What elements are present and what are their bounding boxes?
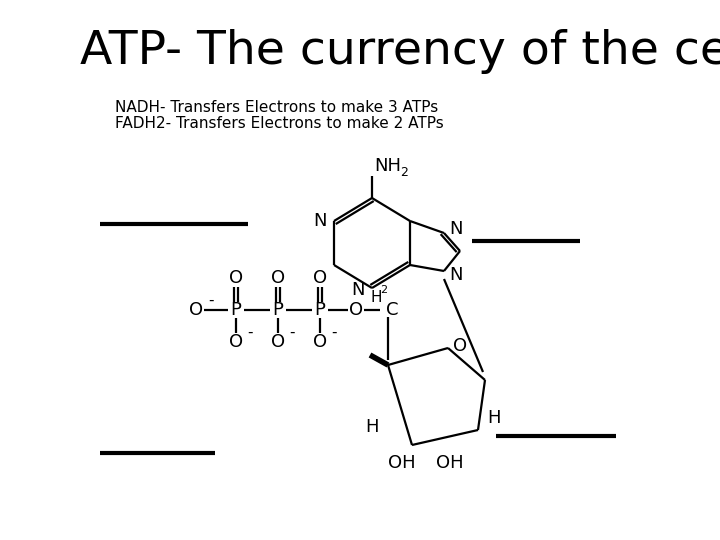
Text: O: O [313, 269, 327, 287]
Text: O: O [229, 333, 243, 351]
Text: P: P [273, 301, 284, 319]
Text: -: - [208, 293, 214, 307]
Text: FADH2- Transfers Electrons to make 2 ATPs: FADH2- Transfers Electrons to make 2 ATP… [115, 117, 444, 132]
Text: O: O [229, 269, 243, 287]
Text: OH: OH [388, 454, 416, 472]
Text: NH: NH [374, 157, 401, 175]
Text: O: O [189, 301, 203, 319]
Text: O: O [271, 333, 285, 351]
Text: O: O [313, 333, 327, 351]
Text: H: H [487, 409, 500, 427]
Text: -: - [289, 325, 294, 340]
Text: N: N [313, 212, 327, 230]
Text: P: P [315, 301, 325, 319]
Text: N: N [351, 281, 365, 299]
Text: ATP- The currency of the cell: ATP- The currency of the cell [80, 30, 720, 75]
Text: OH: OH [436, 454, 464, 472]
Text: 2: 2 [380, 285, 387, 295]
Text: NADH- Transfers Electrons to make 3 ATPs: NADH- Transfers Electrons to make 3 ATPs [115, 100, 438, 116]
Text: N: N [449, 266, 463, 284]
Text: P: P [230, 301, 241, 319]
Text: H: H [365, 418, 379, 436]
Text: O: O [271, 269, 285, 287]
Text: O: O [349, 301, 363, 319]
Text: C: C [386, 301, 398, 319]
Text: H: H [370, 291, 382, 306]
Text: O: O [453, 337, 467, 355]
Text: -: - [247, 325, 253, 340]
Text: N: N [449, 220, 463, 238]
Text: 2: 2 [400, 165, 408, 179]
Text: -: - [331, 325, 337, 340]
